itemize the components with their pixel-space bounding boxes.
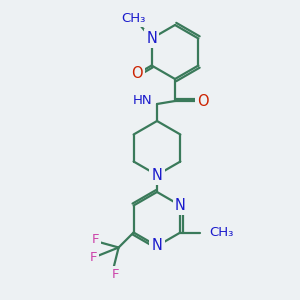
Text: O: O xyxy=(131,67,143,82)
Text: HN: HN xyxy=(132,94,152,107)
Text: O: O xyxy=(197,94,209,109)
Text: CH₃: CH₃ xyxy=(122,12,146,25)
Text: F: F xyxy=(90,251,98,264)
Text: F: F xyxy=(112,268,119,281)
Text: N: N xyxy=(146,31,157,46)
Text: N: N xyxy=(152,238,162,253)
Text: N: N xyxy=(175,198,186,213)
Text: CH₃: CH₃ xyxy=(209,226,234,239)
Text: F: F xyxy=(92,233,99,246)
Text: N: N xyxy=(152,167,162,182)
